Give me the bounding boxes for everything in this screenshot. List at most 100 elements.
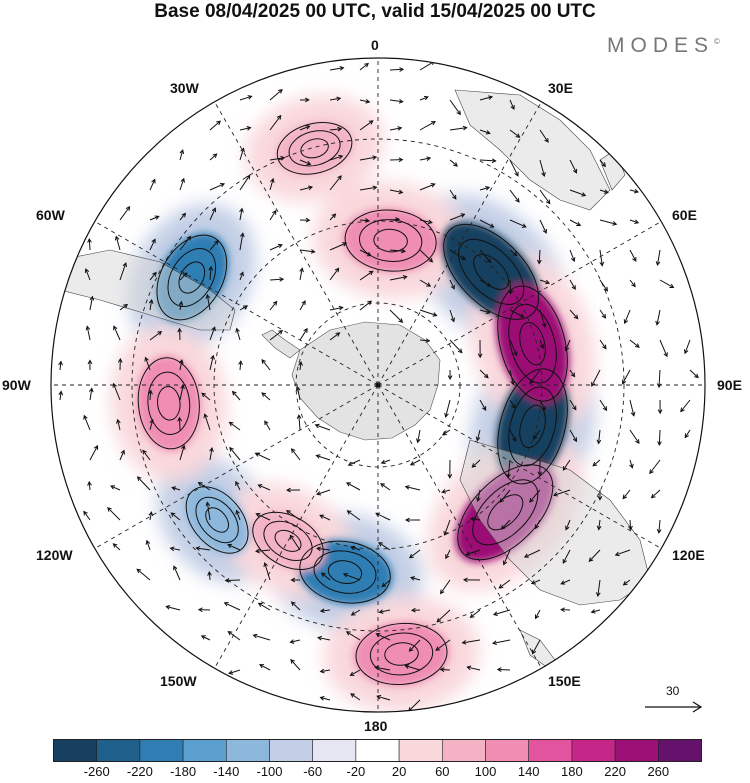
brand-mark: © [714,37,720,46]
wind-arrow [477,339,483,359]
wind-arrow [539,339,545,350]
wind-arrow [179,235,192,251]
lon-label-180: 180 [364,718,388,734]
south-pole-marker [375,382,381,388]
wind-arrow [178,358,184,371]
wind-arrow [419,95,429,101]
streamline-contour [276,122,353,175]
wind-arrow [299,159,312,166]
wind-arrow [659,339,668,358]
wind-arrow [149,238,156,251]
wind-arrow [299,97,310,103]
colorbar-tick-label: 20 [391,764,407,779]
wind-arrow [254,452,271,461]
wind-arrow [492,609,511,616]
wind-arrow [539,309,547,328]
wind-arrow [614,549,631,557]
colorbar-swatch [485,739,530,762]
wind-arrow [441,489,451,494]
colorbar-swatch [528,739,573,762]
wind-arrow [479,186,491,191]
wind-arrow [419,156,432,161]
wind-arrow [314,423,331,431]
wind-arrow [479,309,491,315]
wind-arrow [389,157,404,163]
graticule [51,58,705,712]
wind-arrow [445,549,451,560]
wind-arrow [479,219,495,228]
wind-arrow [539,159,546,178]
wind-arrow [657,399,663,415]
wind-arrow [235,327,241,341]
streamline-contour [487,494,524,531]
wind-arrow [149,215,160,221]
wind-arrow [148,298,154,311]
wind-arrow [255,512,271,521]
wind-arrow [449,339,463,354]
wind-arrow [239,232,245,251]
wind-arrow [209,240,219,251]
colorbar-tick-label: -220 [126,764,153,779]
wind-arrow [539,399,546,411]
wind-arrow [623,309,631,325]
wind-arrow [629,339,640,348]
colorbar-swatch [182,739,227,762]
wind-arrow [569,159,578,174]
wind-arrow [389,309,404,323]
wind-arrow [238,360,243,371]
wind-arrow [537,249,542,265]
wind-arrow [149,418,155,431]
wind-arrow [119,262,128,281]
wind-arrow [149,178,156,191]
streamline-contour [369,632,434,676]
wind-arrow [299,327,308,341]
wind-arrow [509,429,517,443]
wind-arrow [439,667,451,672]
wind-arrow [537,459,543,477]
wind-arrow [261,359,271,371]
wind-arrow [209,207,217,221]
wind-arrow [449,279,455,290]
wind-arrow [227,630,241,641]
wind-arrow [319,668,331,674]
wind-arrow [299,249,316,254]
wind-arrow [599,219,618,226]
wind-arrow [58,360,63,371]
wind-arrow [656,519,662,534]
colorbar-swatch [355,739,400,762]
wind-arrow [569,219,582,226]
anomaly-positive [353,621,450,687]
colorbar-swatch [571,739,616,762]
antarctic-peninsula [261,329,301,359]
colorbar-tick-label: 100 [474,764,497,779]
wind-arrow [496,667,511,672]
wind-arrow [269,114,282,131]
wind-arrow [200,635,211,641]
streamline-contour [497,285,568,402]
wind-arrow [252,633,271,641]
meridian-line [94,384,379,549]
wind-arrow [508,279,513,295]
wind-arrow [655,249,661,267]
wind-arrow [179,384,185,401]
wind-arrow [149,271,157,281]
wind-arrow [479,369,489,379]
wind-arrow [136,568,151,581]
wind-arrow [629,429,640,444]
wind-arrow [409,459,421,466]
polar-map [50,57,706,713]
wind-arrow [592,459,601,467]
wind-arrow [239,174,251,191]
wind-arrow [492,639,511,646]
wind-arrow [444,399,451,418]
wind-arrow [269,209,277,221]
wind-arrow [599,399,608,412]
wind-arrow [319,696,331,701]
wind-arrow [380,459,391,465]
map-title: Base 08/04/2025 00 UTC, valid 15/04/2025… [154,1,596,22]
streamline-contour [137,357,200,450]
wind-arrow [599,159,607,168]
wind-arrow [83,414,91,431]
map-disc [51,58,705,712]
wind-arrow [532,639,541,655]
